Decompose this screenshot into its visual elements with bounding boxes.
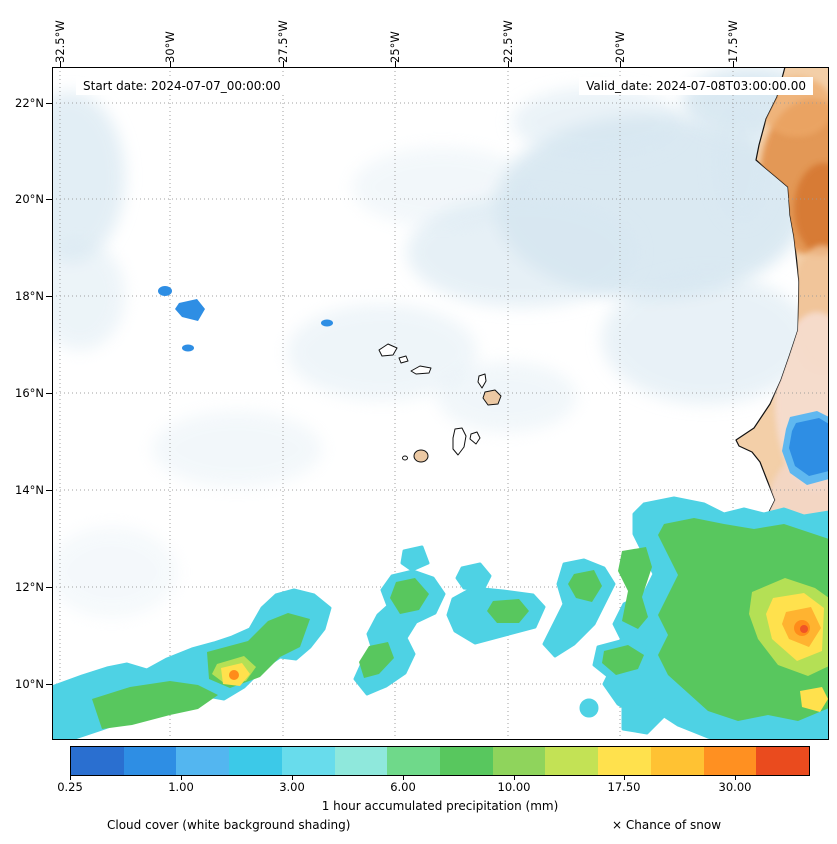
colorbar-tick-label: 1.00: [168, 780, 194, 794]
colorbar-segment: [440, 747, 493, 775]
island-sao-vicente: [398, 355, 409, 364]
axis-tick: [395, 61, 397, 67]
colorbar-tick-label: 10.00: [497, 780, 531, 794]
axis-tick: [46, 684, 52, 686]
colorbar-tick: [514, 776, 516, 780]
legend-cloud-cover: Cloud cover (white background shading): [107, 818, 351, 832]
lat-tick-label: 14°N: [15, 483, 44, 497]
axis-tick: [46, 587, 52, 589]
lat-tick-label: 20°N: [15, 192, 44, 206]
colorbar-segment: [176, 747, 230, 775]
cape-verde-islands: [378, 343, 502, 463]
lat-tick-label: 22°N: [15, 96, 44, 110]
axis-tick: [46, 199, 52, 201]
lon-tick-label: 22.5°W: [501, 20, 515, 63]
colorbar-segment: [492, 747, 546, 775]
colorbar-segment: [703, 747, 757, 775]
colorbar-segment: [229, 747, 282, 775]
axis-tick: [46, 393, 52, 395]
colorbar-tick: [735, 776, 737, 780]
colorbar-tick: [70, 776, 72, 780]
colorbar-segment: [334, 747, 388, 775]
island-sao-nicolau: [410, 365, 432, 375]
lat-tick-label: 16°N: [15, 386, 44, 400]
colorbar-segment: [281, 747, 335, 775]
colorbar-caption: 1 hour accumulated precipitation (mm): [321, 799, 559, 813]
island-sal: [477, 373, 487, 389]
axis-tick: [60, 61, 62, 67]
colorbar-segment: [123, 747, 177, 775]
axis-tick: [46, 103, 52, 105]
map-canvas: [52, 67, 829, 740]
colorbar-tick: [403, 776, 405, 780]
axis-tick: [508, 61, 510, 67]
island-santo-antao: [378, 343, 398, 357]
colorbar-segment: [387, 747, 441, 775]
axis-tick: [733, 61, 735, 67]
axis-tick: [46, 296, 52, 298]
precip-blue-patches: [158, 286, 829, 485]
lon-tick-label: 20°W: [613, 31, 627, 63]
axis-tick: [46, 490, 52, 492]
colorbar-tick-label: 17.50: [607, 780, 641, 794]
colorbar-segment: [71, 747, 124, 775]
colorbar-tick: [292, 776, 294, 780]
colorbar-segment: [756, 747, 810, 775]
lat-tick-label: 10°N: [15, 677, 44, 691]
colorbar-segment: [650, 747, 704, 775]
lon-tick-label: 30°W: [163, 31, 177, 63]
axis-tick: [283, 61, 285, 67]
lat-tick-label: 12°N: [15, 580, 44, 594]
lon-tick-label: 17.5°W: [726, 20, 740, 63]
axis-tick: [620, 61, 622, 67]
precip-red-layer: [800, 625, 808, 633]
colorbar-tick-label: 30.00: [718, 780, 752, 794]
island-fogo: [413, 449, 429, 463]
lon-tick-label: 25°W: [388, 31, 402, 63]
lon-tick-label: 27.5°W: [276, 20, 290, 63]
lon-tick-label: 32.5°W: [53, 20, 67, 63]
lat-tick-label: 18°N: [15, 289, 44, 303]
start-date-label: Start date: 2024-07-07_00:00:00: [76, 77, 288, 95]
colorbar-segment: [545, 747, 599, 775]
colorbar-tick-label: 6.00: [390, 780, 416, 794]
colorbar: [70, 746, 810, 776]
colorbar-tick: [624, 776, 626, 780]
snow-marker-icon: ×: [612, 818, 623, 832]
colorbar-tick: [181, 776, 183, 780]
colorbar-segment: [598, 747, 651, 775]
island-boa-vista: [482, 389, 502, 406]
colorbar-tick-label: 3.00: [279, 780, 305, 794]
colorbar-tick-label: 0.25: [57, 780, 83, 794]
legend-chance-of-snow: × Chance of snow: [612, 818, 721, 832]
island-maio: [469, 431, 481, 445]
island-santiago: [452, 427, 467, 456]
valid-date-label: Valid_date: 2024-07-08T03:00:00.00: [579, 77, 813, 95]
axis-tick: [170, 61, 172, 67]
precip-green-layer: [92, 518, 829, 729]
island-brava: [402, 455, 408, 461]
snow-legend-label: Chance of snow: [625, 818, 722, 832]
